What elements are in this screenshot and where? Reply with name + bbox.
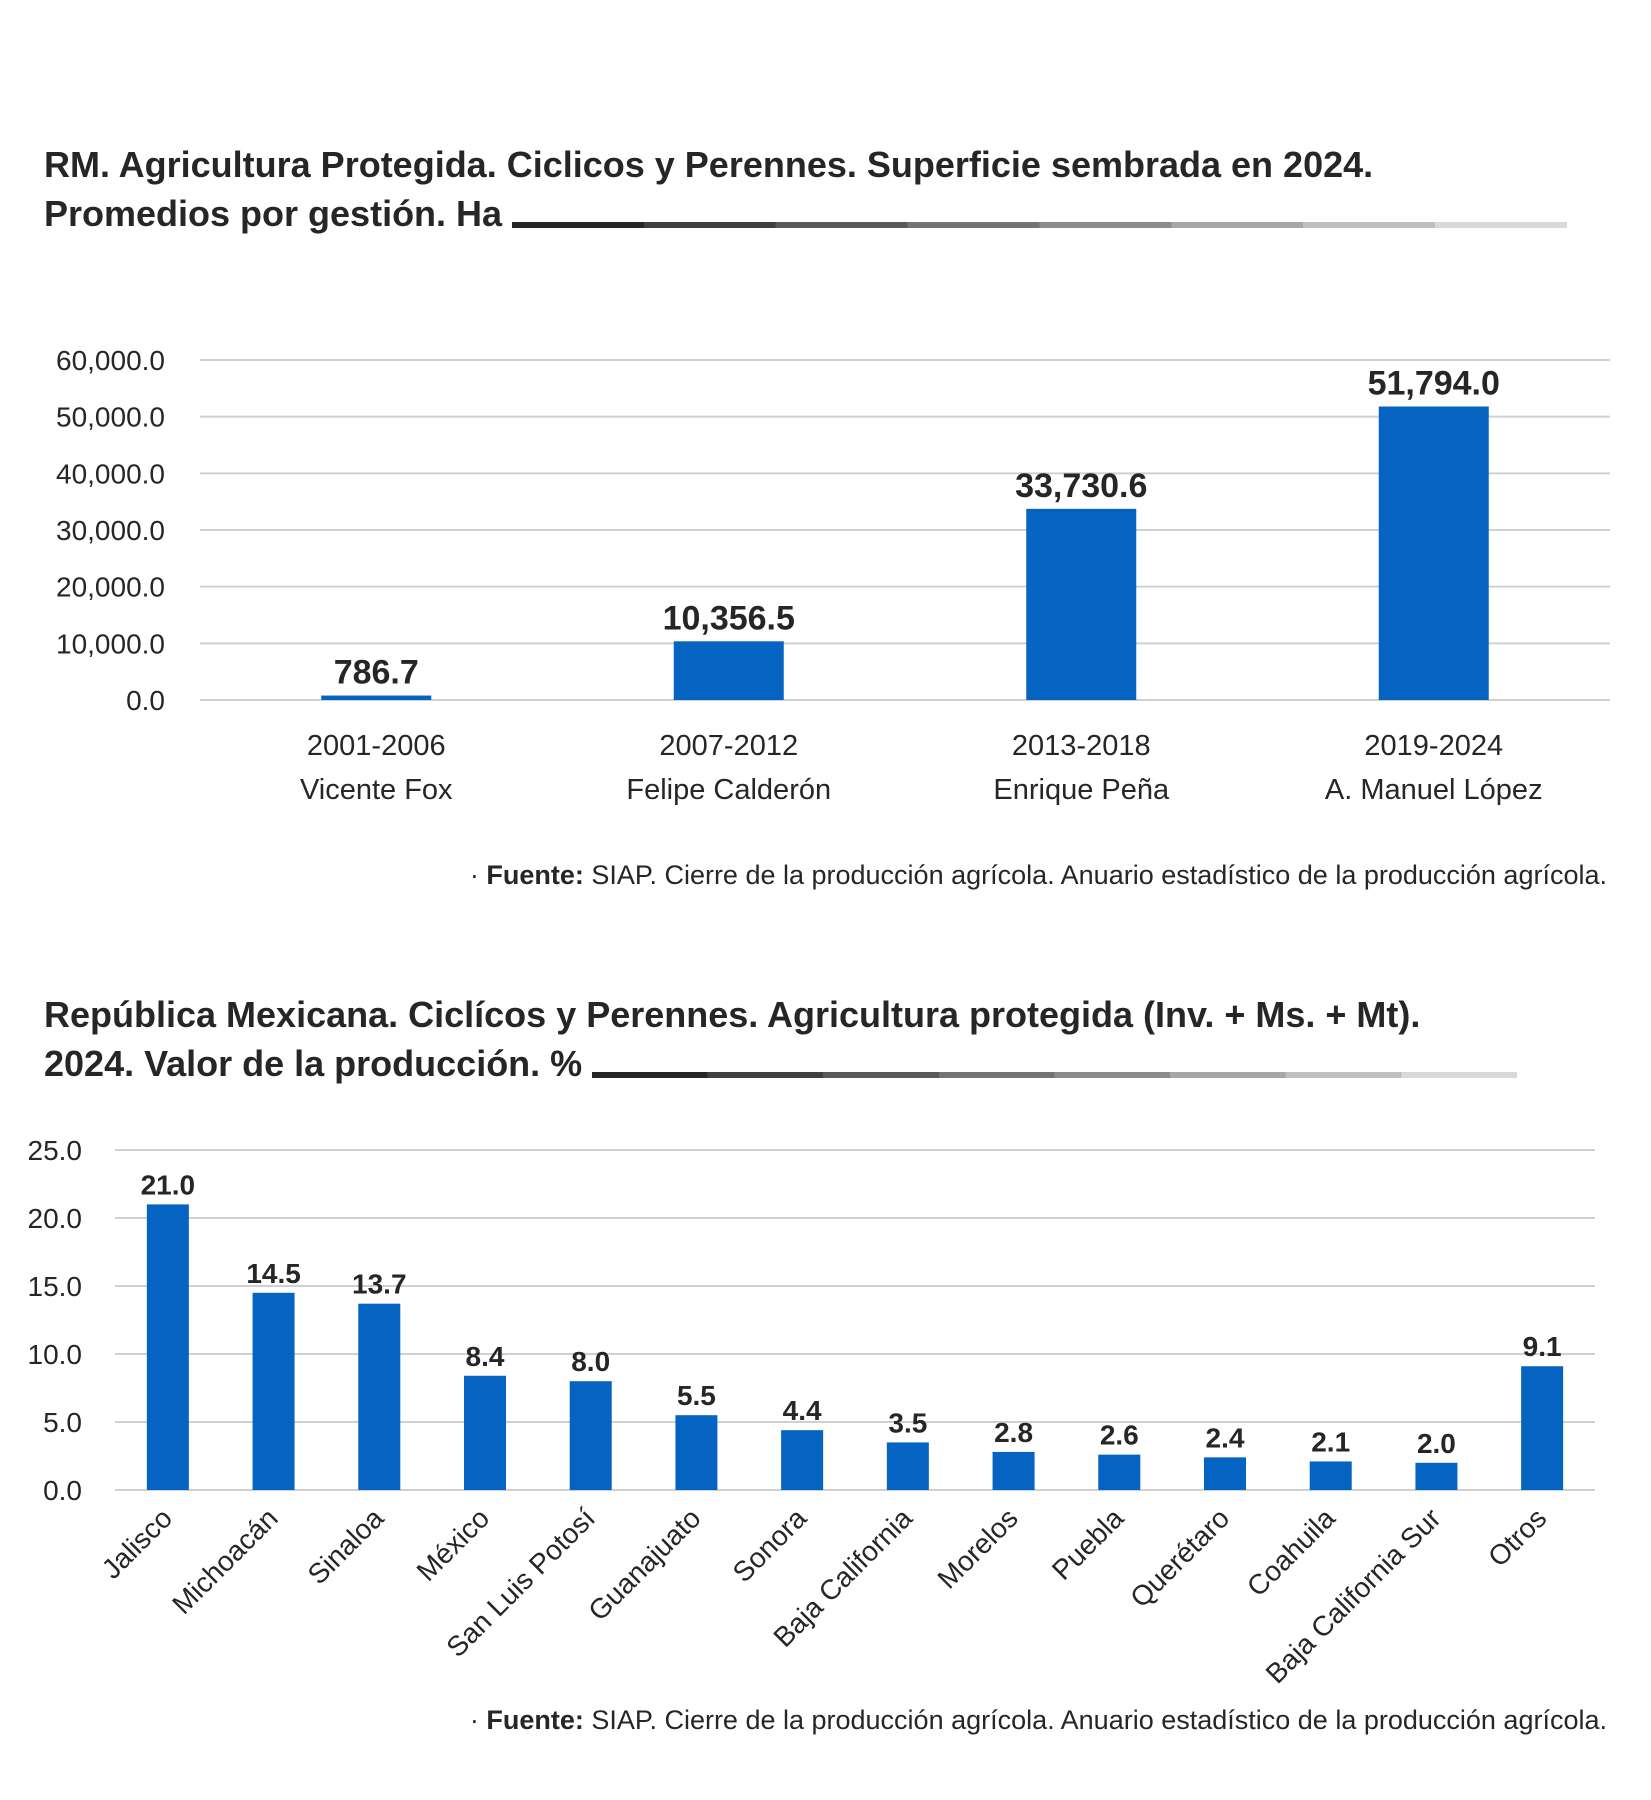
bar xyxy=(1204,1457,1246,1490)
y-tick-label: 10,000.0 xyxy=(56,628,165,659)
y-tick-label: 20.0 xyxy=(28,1203,83,1234)
bar xyxy=(358,1303,401,1490)
chart1-title-line2: Promedios por gestión. Ha xyxy=(44,193,503,234)
data-label: 33,730.6 xyxy=(1015,467,1147,505)
x-tick-label: Michoacán xyxy=(166,1502,284,1620)
bar xyxy=(1378,406,1489,700)
x-tick-label: Jalisco xyxy=(96,1502,178,1584)
y-tick-label: 40,000.0 xyxy=(56,458,165,489)
data-label: 21.0 xyxy=(141,1169,196,1200)
data-label: 10,356.5 xyxy=(663,599,795,637)
y-tick-label: 50,000.0 xyxy=(56,402,165,433)
data-label: 14.5 xyxy=(246,1258,301,1289)
bar xyxy=(1098,1454,1141,1490)
data-label: 3.5 xyxy=(888,1407,927,1438)
x-tick-label: Coahuila xyxy=(1241,1502,1341,1602)
chart2-title-line1: República Mexicana. Ciclícos y Perennes.… xyxy=(44,994,1421,1035)
bullet: · xyxy=(469,1705,479,1735)
x-tick-label: Felipe Calderón xyxy=(626,774,831,806)
x-tick-label: Enrique Peña xyxy=(993,774,1170,806)
chart1-title: RM. Agricultura Protegida. Ciclicos y Pe… xyxy=(44,140,1568,238)
bar xyxy=(569,1381,612,1490)
bar xyxy=(992,1451,1035,1490)
title-rule xyxy=(592,1072,1518,1078)
y-tick-label: 20,000.0 xyxy=(56,572,165,603)
bar xyxy=(1521,1366,1564,1490)
data-label: 2.0 xyxy=(1417,1428,1456,1459)
chart1-svg: 0.0 10,000.0 20,000.0 30,000.0 40,000.0 50,00… xyxy=(56,345,1610,806)
bar xyxy=(886,1442,929,1490)
bar xyxy=(1415,1462,1458,1490)
x-tick-label: Puebla xyxy=(1046,1502,1130,1586)
x-tick-label: Sonora xyxy=(727,1502,813,1588)
y-tick-label: 0.0 xyxy=(126,685,165,716)
y-tick-label: 0.0 xyxy=(43,1475,82,1506)
y-tick-label: 60,000.0 xyxy=(56,345,165,376)
source-text: SIAP. Cierre de la producción agrícola. … xyxy=(591,860,1607,890)
source-label: Fuente: xyxy=(486,860,584,890)
y-tick-label: 10.0 xyxy=(28,1339,83,1370)
y-tick-label: 5.0 xyxy=(43,1407,82,1438)
data-label: 2.1 xyxy=(1311,1426,1350,1457)
source-label: Fuente: xyxy=(486,1705,584,1735)
bar xyxy=(146,1204,189,1490)
x-tick-label: Baja California Sur xyxy=(1260,1502,1447,1689)
chart2-title: República Mexicana. Ciclícos y Perennes.… xyxy=(44,990,1518,1088)
x-tick-label: 2019-2024 xyxy=(1364,730,1503,762)
data-label: 8.0 xyxy=(571,1346,610,1377)
x-tick-label: Vicente Fox xyxy=(300,774,453,806)
title-rule xyxy=(512,222,1568,228)
data-label: 2.6 xyxy=(1100,1420,1139,1451)
data-label: 5.5 xyxy=(677,1380,716,1411)
data-label: 786.7 xyxy=(334,654,419,692)
bar xyxy=(252,1292,295,1490)
bar xyxy=(1309,1461,1352,1490)
data-label: 13.7 xyxy=(352,1269,407,1300)
chart1-title-line1: RM. Agricultura Protegida. Ciclicos y Pe… xyxy=(44,144,1374,185)
data-label: 4.4 xyxy=(783,1395,822,1426)
x-tick-label: México xyxy=(411,1502,496,1587)
chart1-source: · Fuente: SIAP. Cierre de la producción … xyxy=(470,860,1607,891)
data-label: 2.4 xyxy=(1206,1422,1245,1453)
bar xyxy=(781,1430,824,1490)
x-tick-label: 2001-2006 xyxy=(307,730,446,762)
x-tick-label: 2013-2018 xyxy=(1012,730,1151,762)
chart2-title-line2: 2024. Valor de la producción. % xyxy=(44,1043,583,1084)
bar xyxy=(675,1415,718,1490)
x-tick-label: 2007-2012 xyxy=(659,730,798,762)
bar xyxy=(1026,508,1137,700)
chart2-svg: 0.0 5.0 10.0 15.0 20.0 25.0 21.0 Jalisco 14.5 Mic… xyxy=(28,1135,1595,1689)
y-tick-label: 25.0 xyxy=(28,1135,83,1166)
x-tick-label: Guanajuato xyxy=(582,1502,706,1626)
x-tick-label: Otros xyxy=(1482,1502,1552,1572)
y-tick-label: 15.0 xyxy=(28,1271,83,1302)
bar xyxy=(321,695,432,700)
bar xyxy=(673,641,784,700)
x-tick-label: A. Manuel López xyxy=(1325,774,1543,806)
x-tick-label: Querétaro xyxy=(1124,1502,1235,1613)
data-label: 51,794.0 xyxy=(1368,365,1500,403)
source-text: SIAP. Cierre de la producción agrícola. … xyxy=(591,1705,1607,1735)
y-tick-label: 30,000.0 xyxy=(56,515,165,546)
data-label: 8.4 xyxy=(466,1341,505,1372)
chart2-source: · Fuente: SIAP. Cierre de la producción … xyxy=(470,1705,1607,1736)
x-tick-label: Morelos xyxy=(931,1502,1023,1594)
bullet: · xyxy=(469,860,479,890)
bar xyxy=(464,1375,506,1490)
x-tick-label: Sinaloa xyxy=(302,1502,390,1590)
data-label: 9.1 xyxy=(1523,1331,1562,1362)
data-label: 2.8 xyxy=(994,1417,1033,1448)
